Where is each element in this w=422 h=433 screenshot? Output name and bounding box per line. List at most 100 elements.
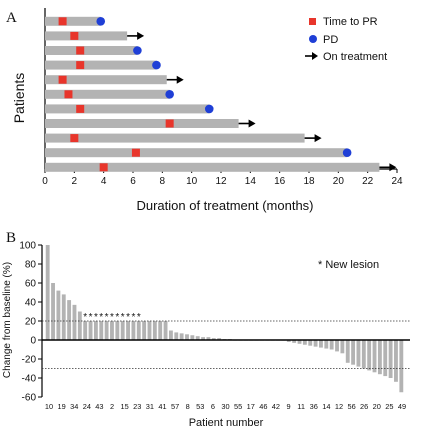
- waterfall-bar: [168, 330, 173, 340]
- waterfall-bar: [372, 340, 377, 373]
- x-tick-label: 8: [160, 176, 166, 187]
- x-tick-label: 10: [186, 176, 198, 187]
- pr-marker: [76, 46, 85, 55]
- new-lesion-asterisk: *: [83, 312, 87, 323]
- waterfall-bar: [131, 321, 136, 340]
- waterfall-bar: [367, 340, 372, 371]
- waterfall-bar: [286, 340, 291, 342]
- legend-ongoing-label: On treatment: [323, 51, 387, 63]
- waterfall-bar: [56, 290, 61, 340]
- waterfall-bar: [308, 340, 313, 346]
- x-tick-label: 20: [333, 176, 345, 187]
- ongoing-arrowhead: [137, 31, 145, 40]
- ongoing-arrowhead: [389, 163, 397, 172]
- x-tick-label: 24: [83, 402, 91, 411]
- waterfall-bar: [185, 334, 189, 340]
- x-tick-label: 17: [247, 402, 255, 411]
- new-lesion-asterisk: *: [126, 312, 130, 323]
- waterfall-bar: [399, 340, 404, 393]
- waterfall-bar: [195, 336, 200, 340]
- waterfall-bar: [67, 300, 72, 340]
- waterfall-bar: [302, 340, 307, 345]
- panel-a-xlabel: Duration of treatment (months): [136, 198, 313, 213]
- pr-marker: [64, 90, 73, 99]
- y-tick-label: -20: [22, 355, 37, 366]
- x-tick-label: 10: [45, 402, 53, 411]
- x-tick-label: 30: [221, 402, 229, 411]
- waterfall-bar: [61, 294, 66, 340]
- waterfall-bar: [72, 304, 77, 340]
- x-tick-label: 15: [121, 402, 129, 411]
- x-tick-label: 12: [335, 402, 343, 411]
- waterfall-bar: [340, 340, 345, 354]
- y-tick-label: 60: [25, 279, 37, 290]
- y-tick-label: -40: [22, 374, 37, 385]
- x-tick-label: 53: [196, 402, 204, 411]
- new-lesion-asterisk: *: [89, 312, 93, 323]
- pd-marker: [133, 46, 142, 55]
- pd-marker: [342, 148, 352, 157]
- waterfall-bar: [88, 321, 93, 340]
- y-tick-label: -60: [22, 393, 37, 404]
- waterfall-bar: [356, 340, 361, 367]
- pd-marker: [204, 104, 214, 114]
- waterfall-bar: [45, 245, 50, 340]
- x-tick-label: 57: [171, 402, 179, 411]
- panel-b-label: B: [6, 230, 16, 246]
- x-tick-label: 4: [101, 176, 107, 187]
- x-tick-label: 9: [286, 402, 290, 411]
- waterfall-bar: [383, 340, 388, 377]
- waterfall-bar: [329, 340, 334, 350]
- waterfall-bar: [190, 335, 195, 340]
- x-tick-label: 22: [362, 176, 374, 187]
- x-tick-label: 0: [42, 176, 48, 187]
- patient-bar: [45, 148, 348, 158]
- waterfall-bar: [93, 321, 98, 340]
- waterfall-bar: [126, 321, 130, 340]
- new-lesion-asterisk: *: [137, 312, 141, 323]
- waterfall-bar: [345, 340, 350, 363]
- patient-bar: [45, 46, 138, 55]
- y-tick-label: 20: [25, 317, 37, 328]
- x-tick-label: 41: [158, 402, 166, 411]
- waterfall-bar: [335, 340, 339, 352]
- new-lesion-asterisk: *: [105, 312, 109, 323]
- x-tick-label: 14: [245, 176, 257, 187]
- panel-b-ylabel: Change from baseline (%): [2, 262, 13, 378]
- waterfall-bar: [201, 337, 205, 340]
- x-tick-label: 2: [72, 176, 78, 187]
- pr-marker: [58, 75, 67, 84]
- legend-pd-marker: [309, 35, 317, 43]
- waterfall-bar: [152, 321, 157, 340]
- pd-marker: [152, 60, 161, 70]
- ongoing-arrowhead: [248, 119, 256, 128]
- pr-marker: [76, 61, 85, 70]
- patient-bar: [45, 75, 167, 85]
- x-tick-label: 49: [398, 402, 406, 411]
- waterfall-bar: [158, 321, 163, 340]
- x-tick-label: 31: [146, 402, 154, 411]
- x-tick-label: 20: [373, 402, 381, 411]
- x-tick-label: 55: [234, 402, 242, 411]
- y-tick-label: 100: [19, 241, 36, 252]
- pr-marker: [99, 163, 108, 172]
- patient-bar: [45, 89, 170, 99]
- x-tick-label: 43: [95, 402, 103, 411]
- x-tick-label: 2: [110, 402, 114, 411]
- pr-marker: [70, 31, 79, 40]
- panel-a-label: A: [6, 10, 17, 26]
- y-tick-label: 40: [25, 298, 37, 309]
- panel-b-xlabel: Patient number: [189, 417, 264, 429]
- x-tick-label: 46: [259, 402, 267, 411]
- waterfall-bar: [163, 321, 168, 340]
- waterfall-bar: [179, 333, 184, 340]
- new-lesion-asterisk: *: [110, 312, 114, 323]
- patient-bar: [45, 60, 157, 70]
- waterfall-bar: [115, 321, 120, 340]
- x-tick-label: 6: [211, 402, 215, 411]
- patient-bar: [45, 119, 239, 128]
- legend-pr-label: Time to PR: [323, 16, 378, 28]
- pd-marker: [96, 17, 106, 26]
- x-tick-label: 26: [360, 402, 368, 411]
